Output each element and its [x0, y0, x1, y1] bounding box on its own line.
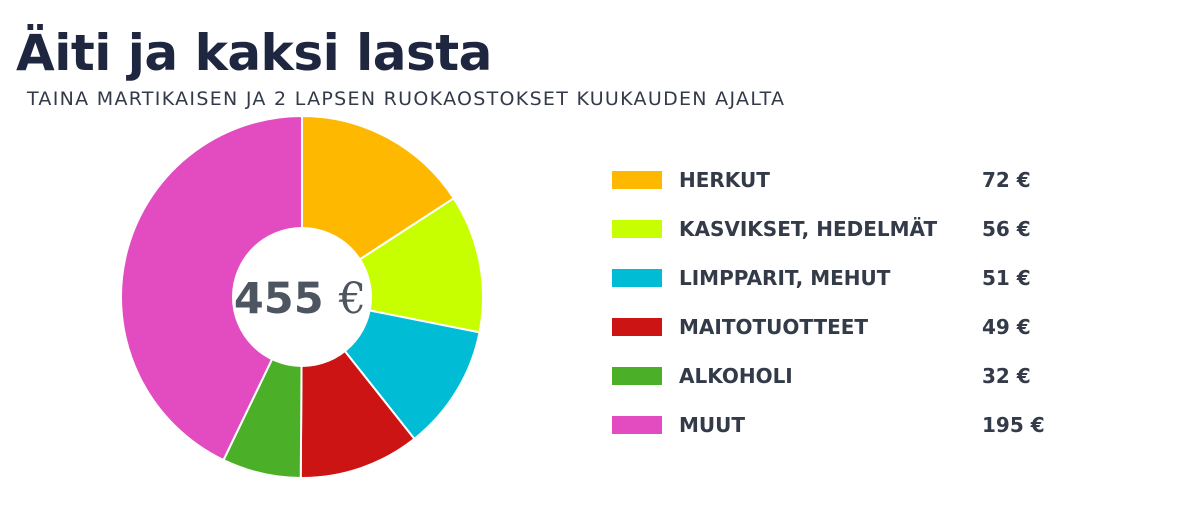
- legend-label: HERKUT: [679, 168, 770, 192]
- legend-label: LIMPPARIT, MEHUT: [679, 266, 891, 290]
- legend-value: 56 €: [982, 217, 1031, 241]
- legend-swatch: [612, 220, 662, 238]
- legend-label: KASVIKSET, HEDELMÄT: [679, 217, 937, 241]
- legend-swatch: [612, 367, 662, 385]
- legend-label: ALKOHOLI: [679, 364, 793, 388]
- chart-title: Äiti ja kaksi lasta: [16, 24, 492, 82]
- legend-swatch: [612, 416, 662, 434]
- donut-hole: [232, 227, 372, 367]
- legend-value: 195 €: [982, 413, 1045, 437]
- legend-value: 72 €: [982, 168, 1031, 192]
- legend-label: MUUT: [679, 413, 745, 437]
- legend-value: 49 €: [982, 315, 1031, 339]
- center-total-unit: €: [338, 274, 366, 324]
- center-total-value: 455: [234, 274, 324, 324]
- legend-value: 51 €: [982, 266, 1031, 290]
- legend-label: MAITOTUOTTEET: [679, 315, 868, 339]
- legend: HERKUT 72 € KASVIKSET, HEDELMÄT 56 € LIMPPAR…: [612, 168, 1045, 437]
- slice-6: [120, 115, 303, 462]
- center-total-label: 455 €: [234, 274, 366, 324]
- legend-swatch: [612, 269, 662, 287]
- legend-value: 32 €: [982, 364, 1031, 388]
- chart-subtitle: TAINA MARTIKAISEN JA 2 LAPSEN RUOKAOSTOK…: [27, 88, 786, 110]
- legend-swatch: [612, 171, 662, 189]
- legend-swatch: [612, 318, 662, 336]
